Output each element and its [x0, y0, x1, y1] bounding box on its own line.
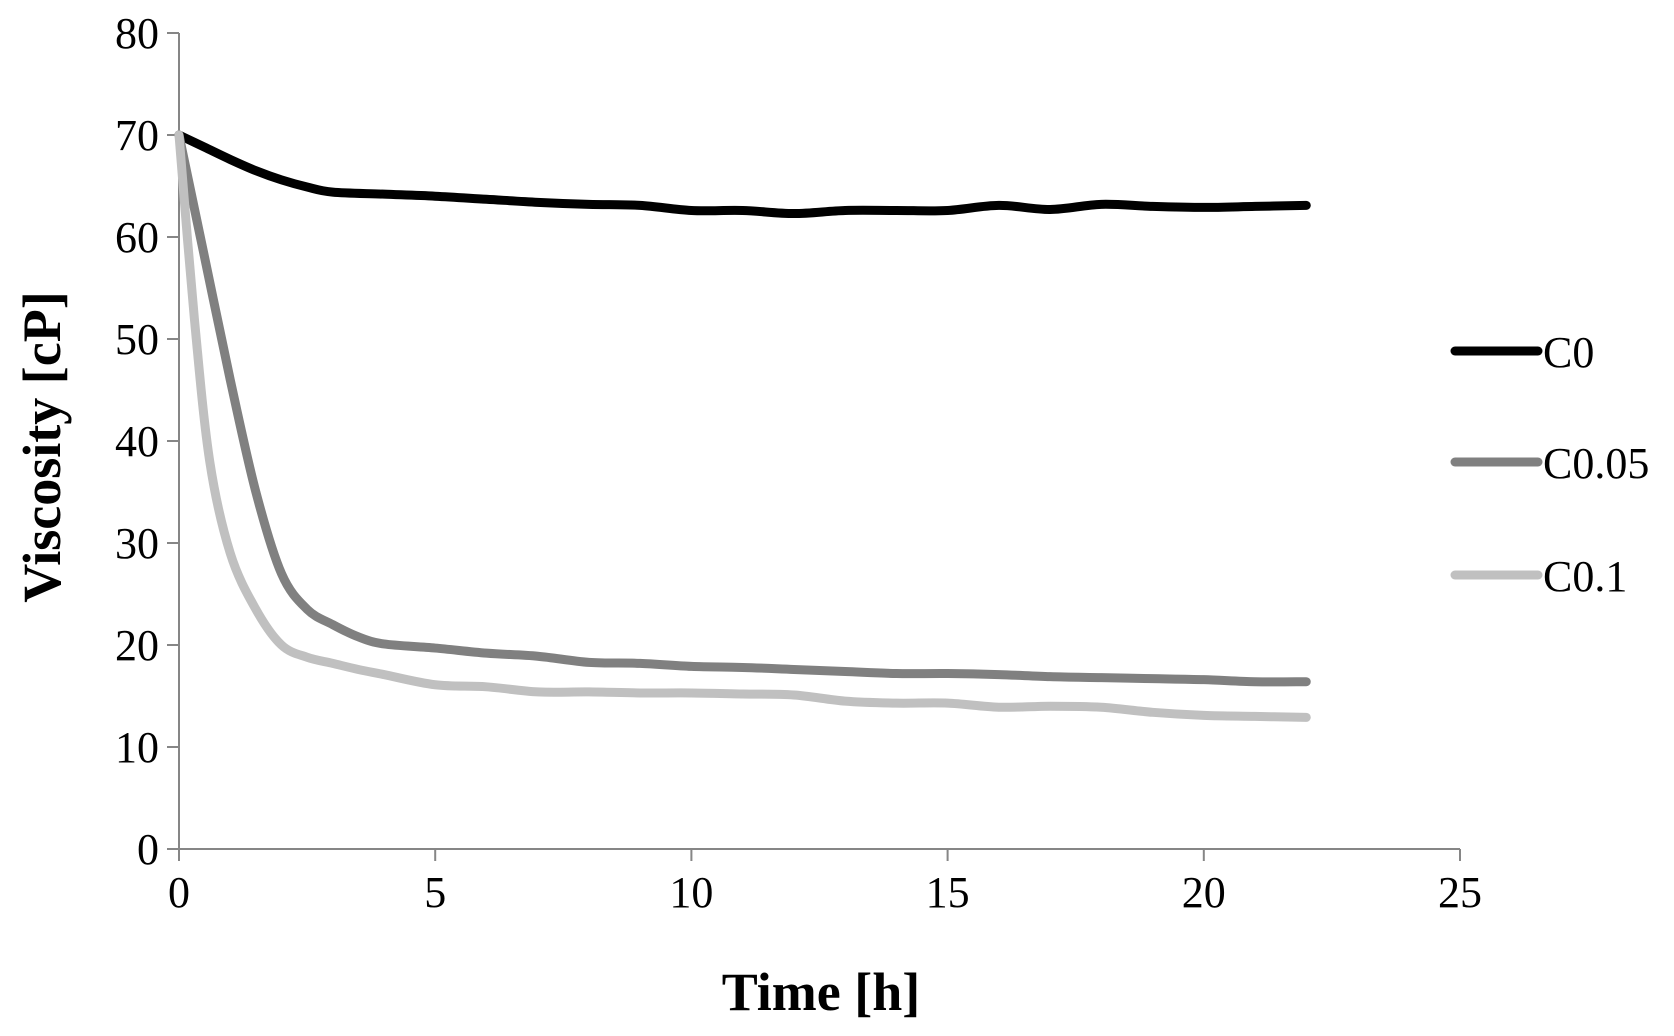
series-lines — [174, 130, 1311, 722]
axes — [178, 33, 1460, 850]
y-tick-label: 30 — [115, 519, 159, 568]
series-line-c0-05 — [174, 130, 1311, 687]
y-tick-label: 50 — [115, 315, 159, 364]
y-tick-label: 10 — [115, 723, 159, 772]
x-tick-label: 25 — [1438, 868, 1482, 917]
x-tick-label: 0 — [168, 868, 190, 917]
x-tick-label: 5 — [424, 868, 446, 917]
x-tick-label: 20 — [1182, 868, 1226, 917]
legend: C0 C0.05 C0.1 — [1450, 328, 1649, 601]
y-tick-label: 80 — [115, 9, 159, 58]
y-tick-label: 70 — [115, 111, 159, 160]
series-line-c0 — [174, 130, 1311, 219]
y-tick-label: 20 — [115, 621, 159, 670]
y-tick-label: 40 — [115, 417, 159, 466]
legend-label-c0: C0 — [1543, 328, 1594, 377]
ticks: 0 10 20 30 40 50 60 70 80 0 5 10 15 20 25 — [115, 9, 1482, 917]
legend-label-c0-1: C0.1 — [1543, 552, 1627, 601]
x-tick-label: 10 — [669, 868, 713, 917]
y-tick-label: 0 — [137, 825, 159, 874]
x-tick-label: 15 — [926, 868, 970, 917]
legend-label-c0-05: C0.05 — [1543, 439, 1649, 488]
y-axis-title: Viscosity [cP] — [12, 291, 72, 602]
series-line-c0-1 — [174, 130, 1311, 722]
x-axis-title: Time [h] — [722, 962, 921, 1022]
y-tick-label: 60 — [115, 213, 159, 262]
